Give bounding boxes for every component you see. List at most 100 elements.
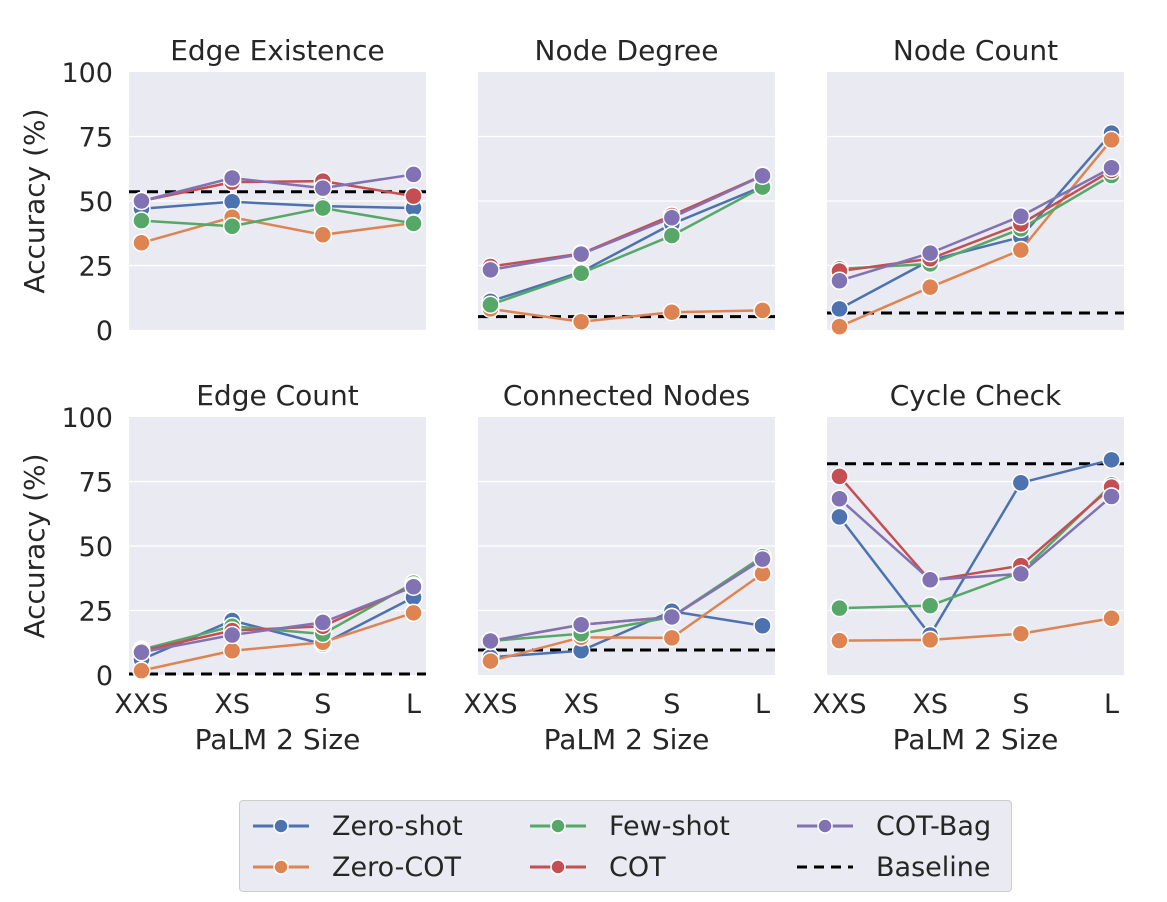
data-point	[830, 507, 849, 527]
x-tick-label: XS	[912, 689, 948, 720]
cot-bag-swatch-icon	[797, 818, 853, 834]
data-point	[571, 312, 591, 331]
series-line	[838, 139, 1113, 328]
legend-item-baseline: Baseline	[796, 851, 991, 883]
series-line	[839, 166, 1113, 282]
data-point	[662, 208, 682, 228]
series-cot-bag	[132, 165, 423, 211]
subplot-connected-nodes: Connected Nodes XXS XS S L PaLM 2 Size	[463, 379, 775, 756]
data-point	[404, 603, 423, 623]
legend-item-cot-bag: COT-Bag	[796, 811, 991, 842]
data-point	[222, 625, 242, 645]
data-point	[753, 549, 772, 569]
series-line	[490, 572, 764, 663]
series-zero-cot	[830, 130, 1121, 336]
x-axis-label: PaLM 2 Size	[893, 723, 1059, 756]
data-point	[222, 641, 242, 660]
x-axis-label: PaLM 2 Size	[544, 723, 710, 756]
subplot-cycle-check: Cycle Check XXS XS S L PaLM 2 Size	[812, 379, 1124, 756]
series-cot-bag	[481, 549, 772, 651]
data-point	[1011, 624, 1031, 643]
data-point	[132, 211, 151, 230]
series-line	[141, 206, 414, 228]
y-tick-label: 100	[61, 58, 113, 89]
series-cot-bag	[830, 487, 1121, 590]
data-point	[830, 271, 849, 290]
data-point	[830, 467, 849, 486]
data-point	[481, 260, 500, 280]
data-point	[1011, 473, 1031, 493]
data-point	[481, 631, 500, 651]
y-axis-label: Accuracy (%)	[18, 108, 51, 293]
data-point	[1011, 206, 1031, 226]
series-line	[490, 174, 764, 272]
y-tick-label: 100	[61, 403, 113, 434]
legend-item-cot: COT	[529, 851, 666, 883]
subplot-title: Connected Nodes	[503, 379, 750, 412]
subplot-title: Cycle Check	[890, 379, 1062, 412]
legend: Zero-shot Few-shot COT-Bag Zero-COT COT …	[239, 800, 1012, 892]
series-line	[838, 458, 1112, 638]
x-tick-label: L	[755, 689, 770, 720]
series-line	[839, 617, 1112, 642]
data-point	[404, 186, 423, 206]
series-few-shot	[132, 198, 423, 236]
series-cot-bag	[132, 577, 423, 662]
series-line	[141, 173, 414, 203]
y-tick-label: 0	[96, 316, 113, 347]
data-point	[132, 191, 151, 211]
series-line	[490, 307, 763, 324]
x-tick-label: XS	[563, 689, 599, 720]
data-point	[1102, 487, 1121, 506]
series-line	[838, 495, 1113, 582]
data-point	[313, 613, 333, 632]
data-point	[132, 661, 151, 680]
x-tick-label: L	[406, 689, 421, 720]
data-point	[313, 225, 333, 245]
data-point	[404, 165, 423, 184]
data-point	[571, 244, 591, 264]
subplot-title: Node Degree	[535, 34, 719, 67]
x-tick-label: XXS	[812, 689, 866, 720]
few-shot-swatch-icon	[530, 818, 586, 834]
data-point	[830, 317, 849, 336]
zero-cot-swatch-icon	[253, 859, 309, 875]
series-line	[141, 200, 414, 210]
data-point	[920, 630, 940, 650]
series-few-shot	[481, 177, 772, 314]
x-tick-label: XS	[214, 689, 250, 720]
legend-item-zero-cot: Zero-COT	[252, 851, 461, 883]
legend-label: Few-shot	[609, 810, 730, 842]
data-point	[920, 570, 940, 590]
y-tick-label: 25	[79, 252, 113, 283]
legend-label: Zero-COT	[332, 851, 461, 883]
series-cot-bag	[830, 158, 1121, 290]
data-point	[132, 643, 151, 662]
data-point	[830, 299, 849, 319]
data-point	[753, 616, 772, 635]
data-point	[313, 198, 333, 218]
data-point	[920, 596, 940, 615]
subplot-edge-count: Edge Count 0 25 50 75 100 Accuracy (%) XXS XS S L P…	[18, 379, 426, 756]
data-point	[662, 628, 682, 648]
zero-shot-swatch-icon	[253, 818, 309, 834]
y-axis-label: Accuracy (%)	[18, 453, 51, 638]
data-point	[481, 295, 500, 314]
x-tick-label: L	[1104, 689, 1119, 720]
legend-label: Baseline	[876, 851, 991, 883]
legend-label: COT	[609, 851, 666, 883]
data-point	[662, 607, 682, 627]
data-point	[132, 233, 151, 253]
legend-item-zero-shot: Zero-shot	[252, 811, 463, 842]
y-tick-label: 75	[79, 468, 113, 499]
data-point	[920, 243, 940, 263]
series-line	[141, 585, 414, 654]
series-line	[490, 185, 764, 306]
chart-figure: Edge Existence 0 25 50 75 100 Accuracy (%) Node…	[18, 34, 1124, 756]
data-point	[1102, 450, 1121, 470]
data-point	[830, 489, 849, 509]
series-line	[838, 132, 1113, 310]
x-tick-label: XXS	[114, 689, 168, 720]
series-cot-bag	[481, 166, 772, 280]
data-point	[1102, 158, 1121, 177]
